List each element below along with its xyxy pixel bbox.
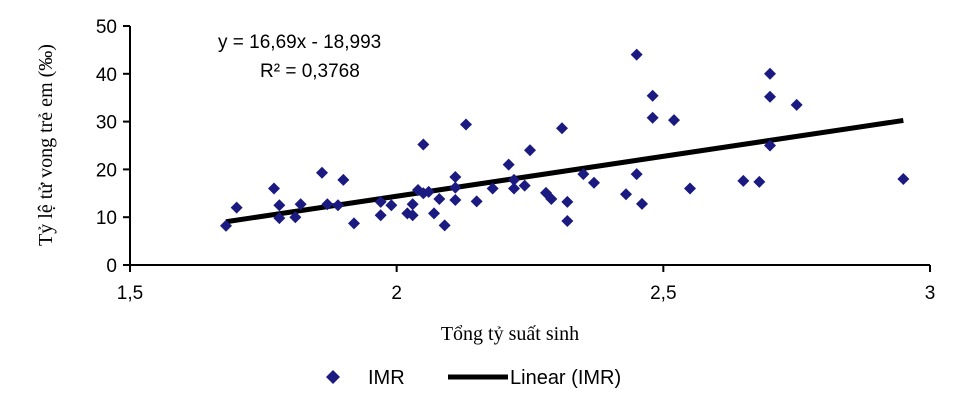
data-point bbox=[620, 188, 632, 201]
data-point bbox=[684, 182, 696, 195]
data-points bbox=[220, 48, 910, 232]
y-tick-label: 50 bbox=[96, 17, 117, 38]
data-point bbox=[438, 219, 451, 232]
y-tick-labels: 0 10 20 30 40 50 bbox=[96, 17, 117, 277]
y-tick-label: 0 bbox=[106, 256, 117, 277]
data-point bbox=[374, 195, 387, 208]
data-point bbox=[646, 111, 659, 124]
data-point bbox=[449, 171, 462, 184]
data-point bbox=[428, 207, 440, 220]
data-point bbox=[630, 48, 643, 61]
data-point bbox=[230, 201, 243, 214]
data-point bbox=[406, 198, 419, 211]
x-tick-label: 1,5 bbox=[117, 283, 143, 304]
data-point bbox=[486, 182, 499, 195]
data-point bbox=[273, 199, 286, 212]
data-point bbox=[348, 217, 360, 230]
data-point bbox=[508, 173, 520, 186]
data-point bbox=[337, 173, 350, 186]
y-tick-label: 10 bbox=[96, 208, 117, 229]
data-point bbox=[764, 67, 776, 80]
data-point bbox=[588, 176, 600, 189]
axes bbox=[123, 25, 931, 272]
data-point bbox=[518, 179, 531, 192]
legend: IMR Linear (IMR) bbox=[326, 367, 621, 389]
data-point bbox=[220, 219, 232, 232]
y-tick-label: 20 bbox=[96, 160, 117, 181]
data-point bbox=[289, 211, 302, 224]
y-axis-label: Tỷ lệ tử vong trẻ em (‰) bbox=[35, 44, 57, 246]
x-tick-label: 2,5 bbox=[650, 283, 676, 304]
data-point bbox=[556, 122, 568, 135]
trendline-r-squared: R² = 0,3768 bbox=[260, 61, 360, 82]
data-point bbox=[561, 195, 574, 208]
data-point bbox=[524, 144, 536, 157]
data-point bbox=[508, 182, 520, 195]
data-point bbox=[321, 198, 334, 211]
data-point bbox=[764, 139, 776, 152]
data-point bbox=[316, 166, 328, 179]
y-tick-label: 30 bbox=[96, 113, 117, 134]
data-point bbox=[273, 212, 286, 225]
data-point bbox=[897, 172, 910, 185]
data-point bbox=[737, 174, 750, 187]
data-point bbox=[374, 209, 387, 222]
data-point bbox=[764, 90, 776, 103]
data-point bbox=[433, 193, 446, 206]
data-point bbox=[502, 158, 515, 171]
x-tick-label: 3 bbox=[925, 283, 936, 304]
data-point bbox=[406, 209, 419, 222]
data-point bbox=[630, 168, 643, 181]
data-point bbox=[545, 193, 558, 206]
trendline-equation: y = 16,69x - 18,993 bbox=[218, 32, 381, 53]
data-point bbox=[790, 98, 803, 111]
data-point bbox=[636, 197, 648, 210]
data-point bbox=[561, 215, 574, 228]
data-point bbox=[460, 118, 472, 131]
data-point bbox=[646, 89, 659, 102]
legend-imr-label: IMR bbox=[368, 367, 405, 389]
x-tick-labels: 1,5 2 2,5 3 bbox=[117, 283, 936, 304]
data-point bbox=[417, 138, 430, 151]
data-point bbox=[294, 198, 307, 211]
data-point bbox=[332, 199, 344, 212]
data-point bbox=[668, 114, 680, 127]
legend-linear-label: Linear (IMR) bbox=[510, 367, 621, 389]
data-point bbox=[385, 199, 398, 212]
data-point bbox=[470, 195, 483, 208]
x-tick-label: 2 bbox=[391, 283, 402, 304]
data-point bbox=[268, 182, 280, 195]
data-point bbox=[753, 175, 766, 188]
y-tick-label: 40 bbox=[96, 65, 117, 86]
legend-imr-marker bbox=[326, 370, 340, 384]
data-point bbox=[449, 181, 462, 194]
x-axis-label: Tổng tỷ suất sinh bbox=[441, 323, 579, 345]
data-point bbox=[577, 168, 590, 181]
data-point bbox=[449, 193, 462, 206]
data-point bbox=[422, 185, 435, 198]
